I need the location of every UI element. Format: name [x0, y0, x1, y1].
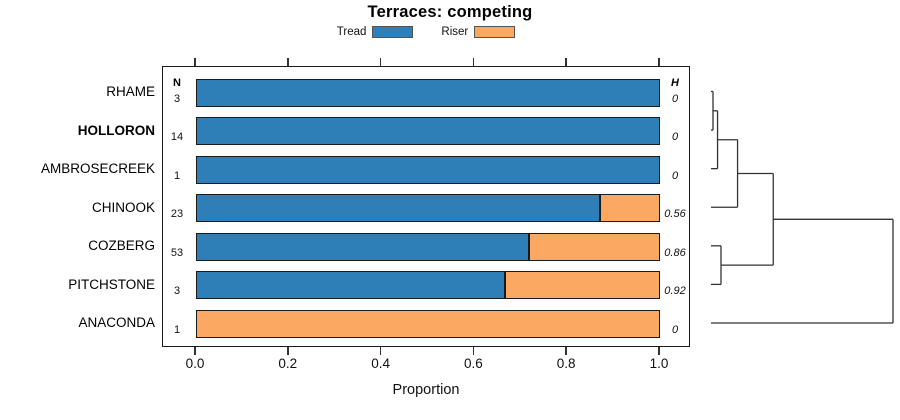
x-tick-top	[287, 58, 289, 66]
h-value: 0	[671, 323, 679, 336]
bar-segment-riser-anaconda	[196, 309, 660, 338]
bar-segment-tread-rhame	[196, 78, 660, 107]
bar-segment-tread-ambrosecreek	[196, 155, 660, 184]
x-tick-label: 0.2	[278, 356, 298, 371]
x-tick-top	[565, 58, 567, 66]
legend-label-tread: Tread	[336, 26, 367, 38]
n-value: 3	[173, 285, 181, 298]
x-axis-title: Proportion	[392, 382, 460, 398]
n-value: 23	[170, 208, 184, 221]
bar-segment-riser-pitchstone	[505, 271, 660, 300]
y-axis-label-anaconda: ANACONDA	[78, 315, 155, 331]
x-tick-bottom	[565, 347, 567, 355]
x-tick-top	[472, 58, 475, 66]
x-tick-top	[658, 58, 660, 66]
x-tick-bottom	[472, 347, 475, 355]
n-value: 1	[173, 169, 181, 182]
bar-segment-riser-cozberg	[528, 232, 660, 261]
y-axis-label-chinook: CHINOOK	[91, 199, 155, 215]
legend-swatch-tread	[372, 26, 414, 38]
n-column-header: N	[173, 77, 181, 89]
x-tick-bottom	[658, 347, 660, 355]
x-tick-top	[379, 58, 382, 66]
legend-item-tread: Tread	[337, 26, 414, 38]
h-value: 0.86	[664, 246, 686, 259]
h-value: 0	[671, 169, 679, 182]
y-axis-label-cozberg: COZBERG	[88, 238, 155, 254]
h-value: 0	[671, 92, 679, 105]
h-value: 0.56	[664, 208, 686, 221]
legend-swatch-riser	[474, 26, 516, 38]
y-axis-label-holloron: HOLLORON	[77, 122, 155, 138]
y-axis-label-pitchstone: PITCHSTONE	[68, 276, 155, 292]
bar-segment-tread-holloron	[196, 117, 660, 146]
n-value: 14	[170, 131, 184, 144]
n-value: 1	[173, 323, 181, 336]
x-tick-label: 1.0	[649, 356, 669, 371]
legend-item-riser: Riser	[441, 26, 516, 38]
y-axis-label-ambrosecreek: AMBROSECREEK	[40, 161, 155, 177]
x-tick-bottom	[379, 347, 382, 355]
h-column-header: H	[671, 77, 679, 89]
x-tick-label: 0.6	[464, 356, 483, 371]
bar-segment-tread-chinook	[196, 194, 600, 223]
bar-segment-riser-chinook	[599, 194, 660, 223]
x-tick-label: 0.8	[556, 356, 576, 371]
chart-title: Terraces: competing	[367, 3, 533, 21]
h-value: 0	[671, 131, 679, 144]
legend-label-riser: Riser	[441, 26, 469, 38]
bar-segment-tread-cozberg	[196, 232, 529, 261]
x-tick-bottom	[194, 347, 196, 355]
plot-area: N H 3 0 14 0 1 0 23 0.56 53 0.86 3 0.92 1 0	[162, 66, 690, 347]
x-tick-label: 0.4	[371, 356, 390, 371]
n-value: 53	[170, 246, 184, 259]
bar-segment-tread-pitchstone	[196, 271, 506, 300]
x-tick-label: 0.0	[185, 356, 205, 371]
legend: Tread Riser	[162, 24, 690, 40]
h-value: 0.92	[664, 285, 686, 298]
y-axis-label-rhame: RHAME	[106, 84, 155, 99]
x-tick-top	[194, 58, 196, 66]
n-value: 3	[173, 92, 181, 105]
x-tick-bottom	[287, 347, 289, 355]
